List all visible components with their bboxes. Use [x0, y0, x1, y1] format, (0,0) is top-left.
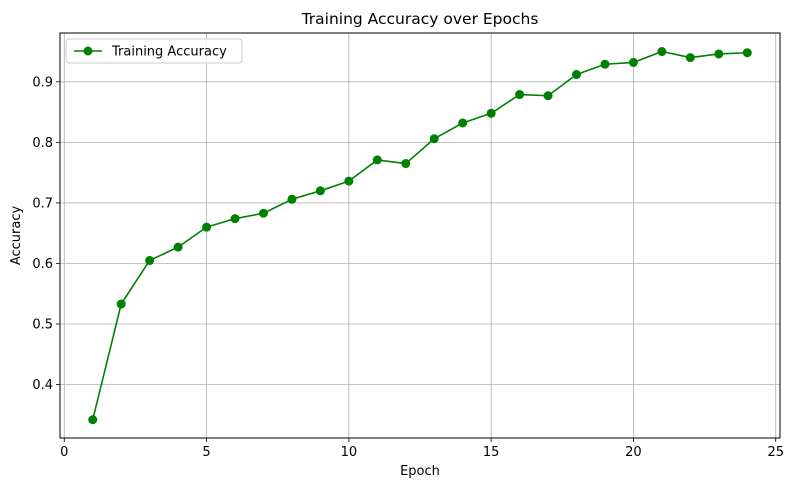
x-tick-label: 20 [625, 445, 642, 460]
y-tick-label: 0.5 [32, 318, 53, 333]
data-point [429, 134, 439, 144]
data-point [88, 415, 98, 425]
data-point [657, 47, 667, 57]
data-point [600, 59, 610, 69]
data-point [258, 208, 268, 218]
data-point [315, 186, 325, 196]
data-point [486, 108, 496, 118]
data-point [572, 70, 582, 80]
y-tick-label: 0.7 [32, 196, 53, 211]
data-point [458, 118, 468, 128]
y-tick-label: 0.9 [32, 75, 53, 90]
data-point [714, 49, 724, 59]
series-line [91, 50, 748, 420]
data-point [145, 255, 155, 265]
data-point [287, 194, 297, 204]
y-tick-label: 0.6 [32, 257, 53, 272]
data-point [515, 90, 525, 100]
y-tick-label: 0.4 [32, 378, 53, 393]
y-tick-label: 0.8 [32, 136, 53, 151]
legend-frame [65, 38, 243, 64]
x-tick-label: 0 [60, 445, 68, 460]
data-point [116, 299, 126, 309]
data-point [401, 159, 411, 169]
data-point [543, 91, 553, 101]
data-point [742, 48, 752, 58]
x-tick-label: 10 [341, 445, 358, 460]
data-point [344, 176, 354, 186]
legend-marker-swatch [83, 46, 93, 56]
chart-title: Training Accuracy over Epochs [301, 10, 539, 28]
data-point [230, 214, 240, 224]
plot-frame [59, 32, 781, 439]
x-tick-label: 25 [767, 445, 784, 460]
x-axis-title: Epoch [400, 464, 440, 479]
grid [60, 33, 780, 438]
x-tick-label: 15 [483, 445, 500, 460]
data-point [628, 57, 638, 67]
data-point [372, 155, 382, 165]
legend-label: Training Accuracy [111, 45, 227, 60]
data-point [685, 53, 695, 63]
data-point [173, 242, 183, 252]
legend: Training Accuracy [65, 38, 243, 64]
data-point [202, 222, 212, 232]
x-tick-label: 5 [202, 445, 210, 460]
series-layer [88, 47, 752, 425]
y-axis-title: Accuracy [9, 206, 24, 266]
axes: 0 5 10 15 20 25 0.4 0.5 0.6 0.7 0.8 0.9 [32, 75, 784, 460]
